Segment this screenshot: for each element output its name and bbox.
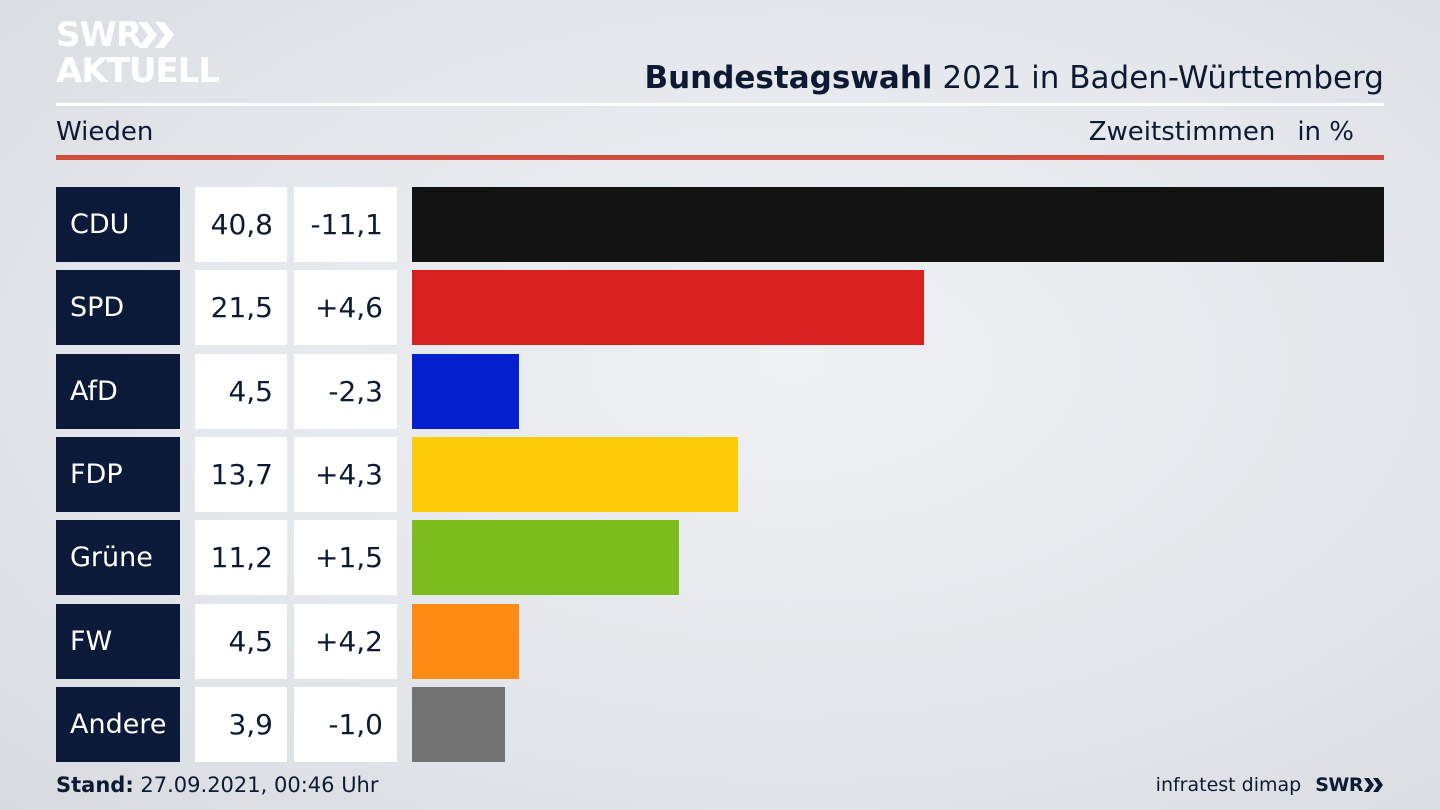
value-label: 4,5 bbox=[195, 604, 287, 679]
chart-title-bold: Bundestagswahl bbox=[644, 60, 933, 96]
accent-divider bbox=[56, 155, 1384, 160]
chart-row: SPD 21,5 +4,6 bbox=[56, 270, 1384, 345]
value-label: 11,2 bbox=[195, 520, 287, 595]
difference-label: +4,2 bbox=[294, 604, 397, 679]
chart-row: CDU 40,8 -11,1 bbox=[56, 187, 1384, 262]
difference-label: -1,0 bbox=[294, 687, 397, 762]
timestamp-value: 27.09.2021, 00:46 Uhr bbox=[140, 773, 379, 797]
unit-label: in % bbox=[1297, 117, 1354, 147]
bar bbox=[412, 354, 519, 429]
party-label: CDU bbox=[56, 187, 180, 262]
measure-name: Zweitstimmen bbox=[1088, 117, 1276, 147]
timestamp-label: Stand: bbox=[56, 773, 134, 797]
place-label: Wieden bbox=[56, 117, 154, 147]
value-label: 4,5 bbox=[195, 354, 287, 429]
value-label: 3,9 bbox=[195, 687, 287, 762]
timestamp: Stand: 27.09.2021, 00:46 Uhr bbox=[56, 771, 379, 799]
source-credit: infratest dimap SWR bbox=[1156, 771, 1384, 799]
chart-title-rest: 2021 in Baden-Württemberg bbox=[942, 60, 1384, 96]
logo-aktuell-text: AKTUELL bbox=[56, 51, 220, 91]
party-label: AfD bbox=[56, 354, 180, 429]
chevron-right-double-icon bbox=[1364, 778, 1383, 792]
chart-row: FW 4,5 +4,2 bbox=[56, 604, 1384, 679]
party-label: Andere bbox=[56, 687, 180, 762]
bar bbox=[412, 270, 924, 345]
difference-label: +1,5 bbox=[294, 520, 397, 595]
difference-label: -2,3 bbox=[294, 354, 397, 429]
value-label: 13,7 bbox=[195, 437, 287, 512]
chart-row: AfD 4,5 -2,3 bbox=[56, 354, 1384, 429]
logo-swr-text: SWR bbox=[56, 15, 142, 55]
swr-aktuell-logo: SWR AKTUELL bbox=[56, 16, 226, 90]
footer-brand: SWR bbox=[1315, 774, 1363, 796]
difference-label: -11,1 bbox=[294, 187, 397, 262]
chevron-right-double-icon bbox=[138, 22, 174, 48]
party-label: Grüne bbox=[56, 520, 180, 595]
measure-label: Zweitstimmen in % bbox=[1089, 114, 1354, 150]
chart-row: FDP 13,7 +4,3 bbox=[56, 437, 1384, 512]
party-label: FDP bbox=[56, 437, 180, 512]
value-label: 40,8 bbox=[195, 187, 287, 262]
difference-label: +4,3 bbox=[294, 437, 397, 512]
header-divider bbox=[56, 103, 1384, 106]
bar bbox=[412, 687, 505, 762]
bar bbox=[412, 604, 519, 679]
chart-row: Grüne 11,2 +1,5 bbox=[56, 520, 1384, 595]
bar bbox=[412, 187, 1384, 262]
source-label: infratest dimap bbox=[1155, 774, 1302, 796]
bar bbox=[412, 520, 679, 595]
bar bbox=[412, 437, 738, 512]
chart-title: Bundestagswahl 2021 in Baden-Württemberg bbox=[644, 56, 1384, 100]
difference-label: +4,6 bbox=[294, 270, 397, 345]
chart-row: Andere 3,9 -1,0 bbox=[56, 687, 1384, 762]
party-label: FW bbox=[56, 604, 180, 679]
party-label: SPD bbox=[56, 270, 180, 345]
value-label: 21,5 bbox=[195, 270, 287, 345]
